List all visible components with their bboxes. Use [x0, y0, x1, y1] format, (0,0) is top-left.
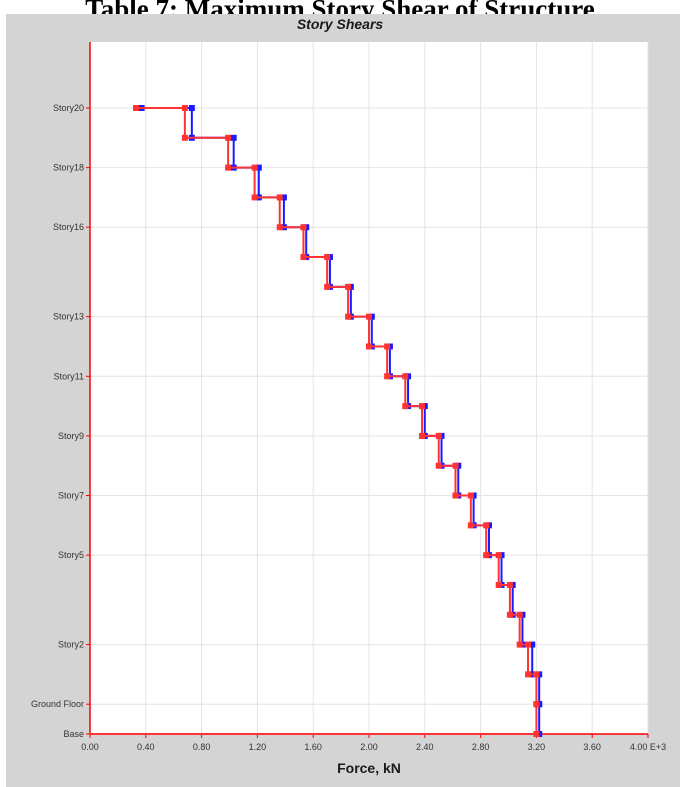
- data-point: [495, 581, 502, 588]
- data-point: [345, 283, 352, 290]
- data-point: [525, 671, 532, 678]
- data-point: [251, 194, 258, 201]
- data-point: [181, 134, 188, 141]
- x-tick-label: 1.60: [304, 742, 322, 752]
- data-point: [435, 432, 442, 439]
- x-tick-label: 0.80: [193, 742, 211, 752]
- data-point: [516, 641, 523, 648]
- y-tick-label: Story11: [54, 371, 84, 381]
- y-tick-label: Story20: [53, 103, 84, 113]
- data-point: [230, 134, 237, 141]
- data-point: [483, 552, 490, 559]
- data-point: [435, 462, 442, 469]
- grid-lines: [86, 42, 649, 738]
- x-axis-title: Force, kN: [337, 760, 401, 776]
- y-tick-label: Story18: [53, 163, 84, 173]
- data-point: [366, 313, 372, 320]
- y-tick-label: Story9: [58, 431, 84, 441]
- data-point: [251, 164, 258, 171]
- data-point: [276, 224, 283, 231]
- x-tick-label: 2.40: [416, 742, 434, 752]
- data-point: [516, 611, 523, 618]
- data-point: [300, 224, 307, 231]
- x-tick-label: 0.00: [81, 742, 99, 752]
- data-point: [452, 462, 459, 469]
- data-point: [188, 105, 195, 111]
- data-point: [533, 731, 540, 737]
- data-point: [324, 283, 331, 290]
- data-point: [324, 254, 331, 261]
- data-point: [225, 134, 232, 141]
- data-point: [452, 492, 459, 499]
- data-point: [300, 254, 307, 261]
- y-tick-label: Ground Floor: [31, 699, 84, 709]
- data-point: [181, 105, 188, 111]
- data-point: [467, 492, 474, 499]
- data-point: [225, 164, 232, 171]
- data-point: [133, 105, 140, 111]
- data-point: [384, 343, 391, 350]
- y-tick-label: Story16: [53, 222, 84, 232]
- data-point: [533, 701, 540, 708]
- x-tick-label: 1.20: [249, 742, 267, 752]
- data-point: [402, 373, 409, 380]
- data-point: [495, 552, 502, 559]
- data-point: [419, 403, 426, 410]
- x-tick-label: 2.00: [360, 742, 378, 752]
- y-tick-label: Story7: [58, 491, 84, 501]
- y-tick-label: Story5: [58, 550, 84, 560]
- data-point: [506, 611, 513, 618]
- data-point: [525, 641, 532, 648]
- x-tick-label: 4.00 E+3: [630, 742, 666, 752]
- data-point: [402, 403, 409, 410]
- x-tick-label: 3.60: [583, 742, 601, 752]
- data-point: [255, 164, 262, 171]
- data-point: [276, 194, 283, 201]
- y-tick-label: Story13: [53, 312, 84, 322]
- y-tick-label: Base: [63, 729, 84, 739]
- data-point: [533, 671, 540, 678]
- data-point: [467, 522, 474, 529]
- data-point: [506, 581, 513, 588]
- x-tick-labels: 0.00 0.40 0.80 1.20 1.60 2.00 2.40 2.80 3.20 3.60…: [81, 742, 666, 752]
- data-point: [529, 641, 536, 648]
- series-lines: [90, 105, 543, 737]
- data-point: [419, 432, 426, 439]
- x-tick-label: 3.20: [528, 742, 546, 752]
- data-point: [384, 373, 391, 380]
- data-point: [366, 343, 372, 350]
- chart-title: Story Shears: [296, 16, 384, 32]
- data-point: [345, 313, 352, 320]
- x-tick-label: 0.40: [137, 742, 155, 752]
- x-tick-label: 2.80: [472, 742, 490, 752]
- data-point: [483, 522, 490, 529]
- y-tick-label: Story2: [58, 640, 84, 650]
- y-tick-labels: Base Ground Floor Story2 Story5 Story7 Story9…: [31, 103, 84, 739]
- data-point: [280, 194, 287, 201]
